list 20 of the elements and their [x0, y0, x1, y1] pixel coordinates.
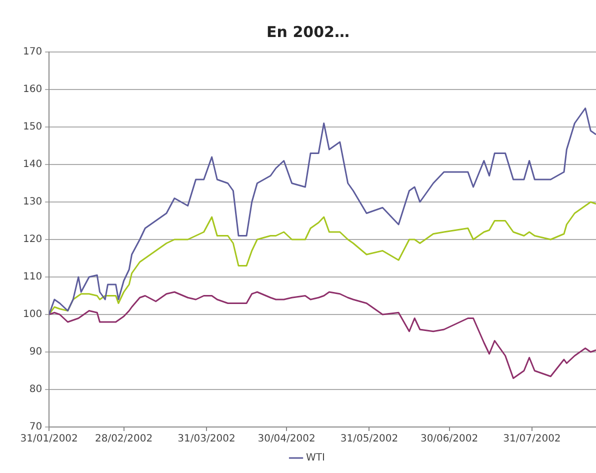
y-tick-label: 120	[22, 234, 42, 246]
chart-title: En 2002…	[266, 22, 350, 41]
x-tick-label: 30/04/2002	[258, 434, 316, 445]
y-tick-label: 140	[22, 159, 42, 170]
x-tick-label: 28/02/2002	[94, 434, 153, 445]
legend-label: WTI	[306, 452, 325, 464]
y-tick-label: 100	[22, 309, 42, 320]
x-tick-label: 31/01/2002	[20, 434, 78, 445]
y-tick-label: 90	[29, 346, 42, 358]
y-tick-label: 160	[22, 84, 42, 96]
x-tick-label: 31/03/2002	[178, 434, 236, 445]
y-tick-label: 80	[29, 384, 42, 396]
y-tick-label: 150	[22, 122, 42, 133]
y-tick-label: 170	[22, 46, 42, 58]
y-tick-label: 70	[29, 422, 42, 433]
y-tick-label: 110	[22, 272, 42, 283]
x-tick-label: 31/07/2002	[503, 434, 561, 445]
x-tick-label: 30/06/2002	[420, 434, 478, 445]
y-tick-label: 130	[22, 196, 42, 208]
x-tick-label: 31/05/2002	[340, 434, 398, 445]
